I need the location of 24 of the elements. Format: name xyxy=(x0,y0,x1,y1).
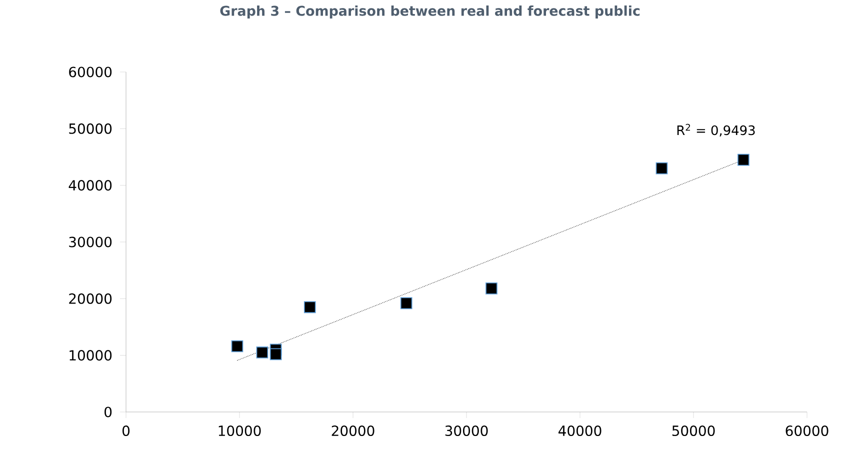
point xyxy=(304,301,316,314)
annotation: R$^{2}$ = 0,9493 xyxy=(677,124,755,136)
x-tick-label: 30000 xyxy=(445,426,488,436)
point xyxy=(231,340,244,352)
chart-title: Graph 3 – Comparison between real and forecast public xyxy=(220,5,640,18)
point xyxy=(738,154,750,166)
x-tick-label: 50000 xyxy=(672,426,715,436)
y-tick-label: 10000 xyxy=(70,350,112,361)
x-tick-label: 40000 xyxy=(558,426,602,436)
y-tick-label: 60000 xyxy=(69,66,112,78)
x-tick-label: 60000 xyxy=(786,426,828,436)
x-tick-label: 0 xyxy=(122,426,130,436)
y-tick-label: 0 xyxy=(104,406,112,418)
x-tick-label: 10000 xyxy=(218,426,261,436)
y-tick-label: 30000 xyxy=(69,236,112,248)
y-tick-label: 20000 xyxy=(69,293,112,304)
x-tick-label: 20000 xyxy=(332,426,374,436)
point xyxy=(256,346,268,358)
point xyxy=(656,162,668,174)
point xyxy=(400,297,412,310)
point xyxy=(270,348,282,360)
point xyxy=(486,282,498,294)
y-tick-label: 40000 xyxy=(68,180,112,191)
y-tick-label: 50000 xyxy=(69,123,112,134)
